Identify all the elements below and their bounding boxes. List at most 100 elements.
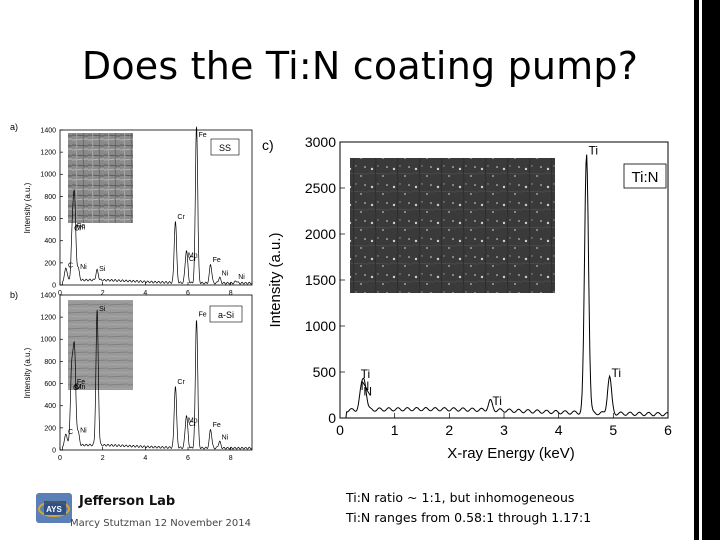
peak-label: Ni (222, 434, 229, 441)
peak-label: Cr (189, 256, 197, 263)
peak-label: Mn (188, 417, 198, 424)
peak-label: C (68, 429, 73, 436)
y-tick-label: 500 (313, 364, 337, 380)
slide-edge-stripe (699, 0, 702, 540)
logo-text: Jefferson Lab (79, 494, 176, 509)
x-tick-label: 0 (58, 290, 62, 297)
slide-edge-bar (694, 0, 720, 540)
x-tick-label: 3 (500, 422, 508, 438)
jefferson-lab-logo: AYS (36, 493, 72, 523)
note-line-2: Ti:N ranges from 0.58:1 through 1.17:1 (346, 510, 592, 525)
peak-label: Si (99, 306, 106, 313)
panel-c-xticks: 0 1 2 3 4 5 6 (336, 413, 672, 438)
panel-c-yticks: 0 500 1000 1500 2000 2500 3000 (305, 134, 345, 426)
peak-label: O (73, 385, 79, 392)
peak-label: C (68, 263, 73, 270)
y-tick-label: 2500 (305, 180, 336, 196)
eds-panels-ab: a) SS Intensity (a.u.) 02004006008001000… (10, 122, 253, 462)
panel-b-sem-image (68, 300, 133, 390)
peak-label: Ti (361, 367, 371, 381)
panel-b-ylabel: Intensity (a.u.) (23, 347, 32, 398)
y-tick-label: 600 (44, 216, 56, 223)
y-tick-label: 0 (52, 447, 56, 454)
svg-text:AYS: AYS (46, 505, 62, 514)
x-tick-label: 6 (186, 290, 190, 297)
x-tick-label: 5 (609, 422, 617, 438)
x-tick-label: 0 (336, 422, 344, 438)
peak-label: Mn (76, 384, 86, 391)
panel-b: b) a-Si Intensity (a.u.) 020040060080010… (10, 290, 253, 462)
panel-b-spectrum (60, 309, 253, 451)
x-tick-label: 0 (58, 455, 62, 462)
x-tick-label: 4 (555, 422, 563, 438)
peak-label: Fe (77, 223, 85, 230)
panel-c-label-box (623, 163, 667, 189)
panel-c-ylabel: Intensity (a.u.) (267, 232, 284, 327)
slide-title: Does the Ti:N coating pump? (81, 44, 639, 88)
peak-label: Ti (589, 144, 599, 158)
x-tick-label: 6 (186, 455, 190, 462)
peak-label: Fe (199, 132, 207, 139)
panel-a-yticks: 0 200 400 600 800 1000 1200 1400 (40, 127, 63, 289)
panel-b-yticks: 0 200 400 600 800 1000 1200 1400 (40, 292, 63, 454)
x-tick-label: 2 (101, 455, 105, 462)
y-tick-label: 1400 (40, 127, 56, 134)
eds-panel-c: c) Ti:N Intensity (a.u.) X-ray Energy (k… (262, 134, 672, 462)
panel-a-sem-image (68, 133, 133, 223)
x-tick-label: 6 (664, 422, 672, 438)
panel-c-letter: c) (262, 137, 274, 153)
y-tick-label: 1000 (40, 172, 56, 179)
peak-label: Ti (612, 366, 622, 380)
peak-label: Ni (80, 428, 87, 435)
panel-a-label-box (210, 138, 240, 156)
peak-label: N (363, 385, 372, 399)
y-tick-label: 2000 (305, 226, 336, 242)
y-tick-label: 0 (52, 282, 56, 289)
y-tick-label: 200 (44, 425, 56, 432)
panel-a-sample-label: SS (219, 143, 231, 153)
y-tick-label: 1200 (40, 315, 56, 322)
peak-label: Ni (238, 274, 245, 281)
notes: Ti:N ratio ~ 1:1, but inhomogeneous Ti:N… (346, 488, 591, 528)
panel-b-sample-label: a-Si (218, 310, 234, 320)
y-tick-label: 800 (44, 194, 56, 201)
panel-b-frame (59, 294, 253, 451)
y-tick-label: 3000 (305, 134, 336, 150)
y-tick-label: 600 (44, 381, 56, 388)
peak-label: Fe (199, 311, 207, 318)
peak-label: Fe (213, 257, 221, 264)
x-tick-label: 4 (143, 455, 147, 462)
panel-a-ylabel: Intensity (a.u.) (23, 182, 32, 233)
peak-label: Cr (189, 421, 197, 428)
x-tick-label: 4 (143, 290, 147, 297)
y-tick-label: 1000 (305, 318, 336, 334)
panel-c-xlabel: X-ray Energy (keV) (447, 445, 575, 462)
x-tick-label: 2 (445, 422, 453, 438)
note-line-1: Ti:N ratio ~ 1:1, but inhomogeneous (346, 490, 575, 505)
peak-label: Mn (76, 225, 86, 232)
panel-a: a) SS Intensity (a.u.) 0 200 400 600 800 1000… (10, 122, 253, 297)
panel-a-letter: a) (10, 122, 18, 132)
peak-label: N (361, 379, 370, 393)
panel-b-label-box (209, 305, 243, 323)
y-tick-label: 400 (44, 403, 56, 410)
y-tick-label: 1400 (40, 292, 56, 299)
peak-label: Cr (177, 379, 185, 386)
peak-label: Cr (74, 383, 82, 390)
peak-label: Ni (222, 270, 229, 277)
x-tick-label: 2 (101, 290, 105, 297)
y-tick-label: 1200 (40, 150, 56, 157)
y-tick-label: 200 (44, 260, 56, 267)
y-tick-label: 1000 (40, 337, 56, 344)
footer-text: Marcy Stutzman 12 November 2014 (70, 518, 251, 529)
peak-label: Mn (188, 252, 198, 259)
peak-label: Fe (77, 379, 85, 386)
y-tick-label: 800 (44, 359, 56, 366)
peak-label: Ti (492, 394, 502, 408)
panel-c-sem-image (350, 158, 555, 293)
panel-b-letter: b) (10, 290, 18, 300)
panel-c-sample-label: Ti:N (632, 169, 659, 186)
